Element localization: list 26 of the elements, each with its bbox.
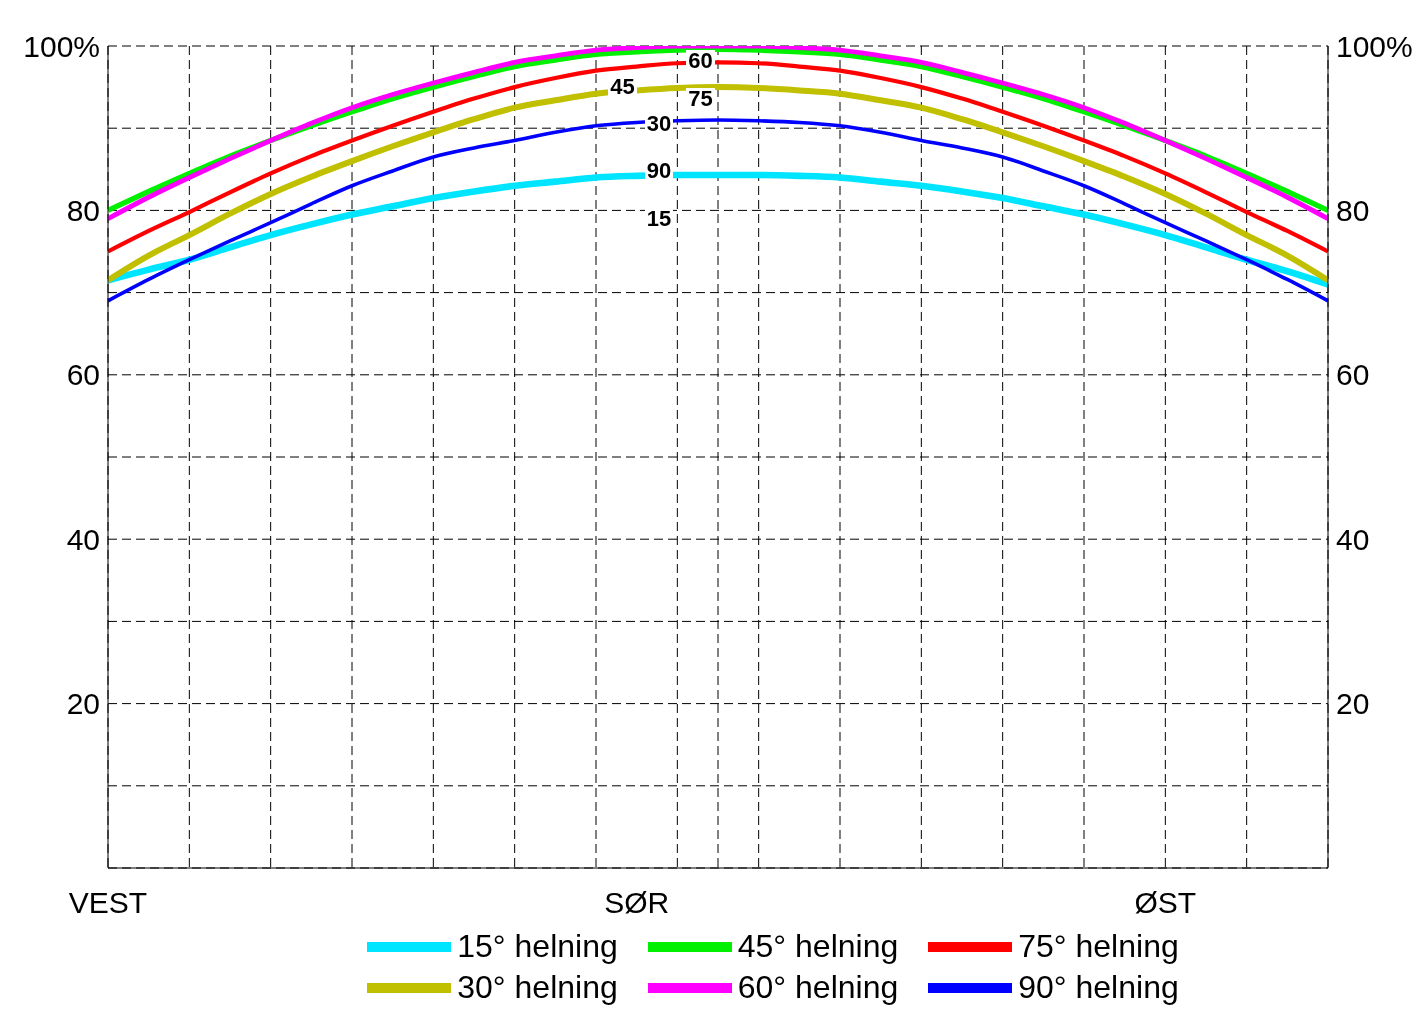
legend-label: 30° helning (457, 969, 618, 1006)
legend-label: 45° helning (737, 928, 899, 965)
x-tick-label: VEST (68, 886, 148, 920)
y-tick-label: 40 (66, 522, 100, 556)
y-tick-label: 60 (66, 358, 100, 392)
annotation: 60 (686, 48, 715, 73)
y2-tick-label: 60 (1336, 358, 1370, 392)
annotation: 30 (644, 111, 674, 136)
y-tick-label: 80 (66, 194, 100, 228)
y-tick-label: 20 (66, 687, 100, 721)
legend-label: 75° helning (1018, 928, 1179, 965)
y-tick-label: 100% (23, 29, 100, 63)
line-series (108, 118, 1328, 303)
y2-tick-label: 20 (1336, 687, 1370, 721)
annotation: 15 (644, 206, 674, 231)
annotation: 75 (686, 86, 715, 111)
y2-tick-label: 40 (1336, 522, 1370, 556)
x-tick-label: SØR (604, 886, 670, 920)
legend-label: 15° helning (457, 928, 618, 965)
x-tick-label: ØST (1134, 886, 1197, 920)
legend-label: 90° helning (1018, 969, 1179, 1006)
y2-tick-label: 80 (1336, 194, 1370, 228)
y2-tick-label: 100% (1336, 29, 1413, 63)
annotation: 90 (644, 158, 674, 183)
annotation: 45 (608, 74, 637, 99)
legend-label: 60° helning (737, 969, 899, 1006)
